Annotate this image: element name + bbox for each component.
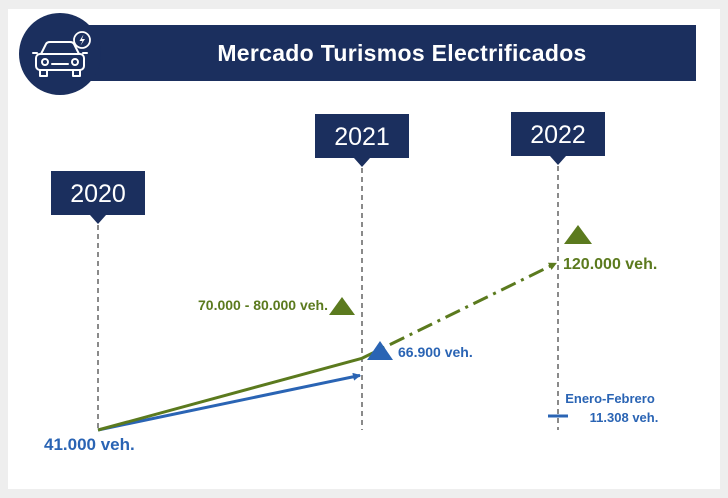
annotation-value: 11.308 veh. [590, 410, 659, 425]
data-label-blue-2021: 66.900 veh. [398, 344, 473, 360]
year-label: 2022 [530, 121, 586, 149]
data-label-2020: 41.000 veh. [44, 435, 135, 454]
year-label: 2021 [334, 123, 390, 151]
series-line-green-projection [361, 261, 557, 360]
electric-car-icon [19, 13, 101, 95]
triangle-marker-blue-2021 [367, 341, 393, 360]
annotation-period: Enero-Febrero [565, 391, 655, 406]
triangle-marker-green-2021 [329, 297, 355, 315]
data-label-green-2021: 70.000 - 80.000 veh. [198, 297, 328, 313]
data-label-green-2022: 120.000 veh. [563, 256, 657, 273]
year-box [315, 114, 409, 167]
series-line-blue [97, 372, 361, 432]
series-line-green [97, 356, 363, 432]
title-banner: Mercado Turismos Electrificados [60, 25, 696, 81]
chart-title: Mercado Turismos Electrificados [217, 39, 587, 66]
year-box [511, 112, 605, 165]
infographic-card [8, 9, 720, 489]
electric-car-icon-graphic [32, 31, 91, 77]
year-label: 2020 [70, 180, 126, 208]
triangle-marker-green-2022 [564, 225, 592, 244]
year-box [51, 171, 145, 224]
